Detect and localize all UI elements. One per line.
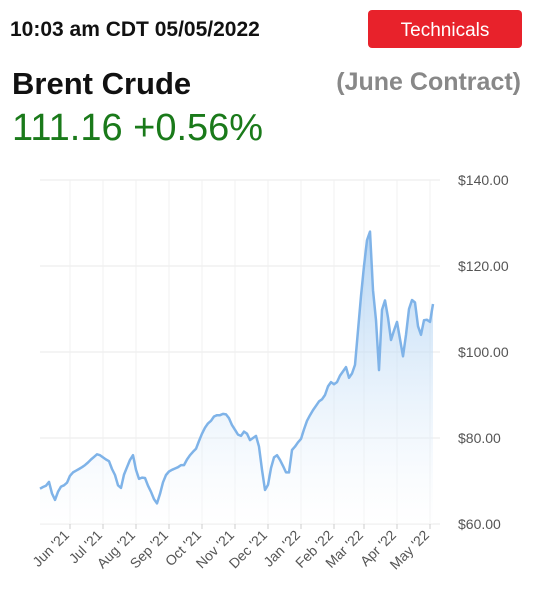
commodity-name: Brent Crude bbox=[12, 66, 191, 101]
contract: (June Contract) bbox=[336, 68, 521, 96]
y-tick-label: $60.00 bbox=[458, 516, 501, 532]
area bbox=[40, 231, 433, 524]
y-tick-label: $80.00 bbox=[458, 430, 501, 446]
price-line bbox=[39, 230, 435, 505]
technicals-label[interactable]: Technicals bbox=[401, 20, 490, 41]
y-tick-label: $120.00 bbox=[458, 258, 509, 274]
price: 111.16 bbox=[12, 107, 123, 149]
price-line: 111.16 +0.56% bbox=[12, 107, 263, 149]
change: +0.56% bbox=[133, 107, 263, 149]
timestamp: 10:03 am CDT 05/05/2022 bbox=[10, 18, 260, 41]
technicals-button[interactable] bbox=[368, 10, 522, 48]
chart: $60.00 $80.00 $100.00 $120.00 $140.00 Jun '21… bbox=[29, 172, 509, 572]
y-tick-label: $100.00 bbox=[458, 344, 509, 360]
x-tick-label: Jun '21 bbox=[29, 527, 72, 570]
y-tick-label: $140.00 bbox=[458, 172, 509, 188]
